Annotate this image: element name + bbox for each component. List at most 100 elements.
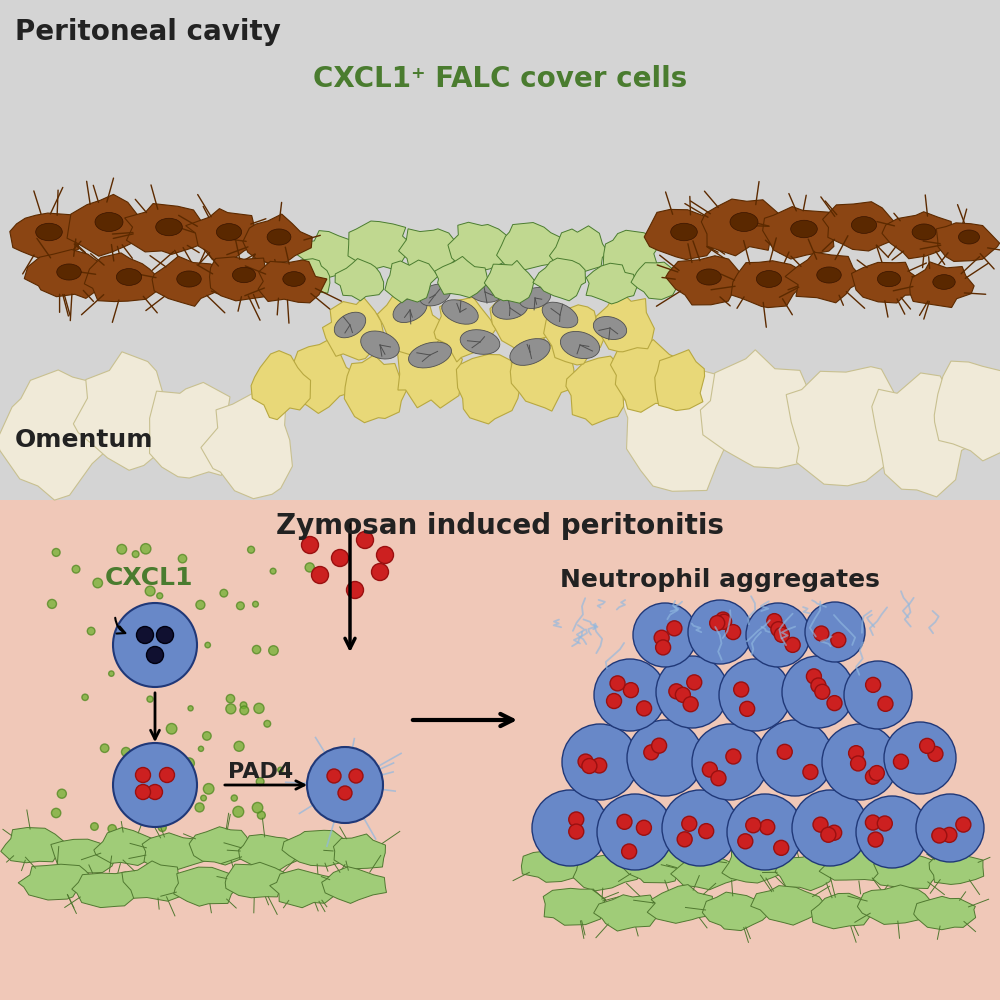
Polygon shape [270,869,337,908]
Circle shape [884,722,956,794]
Ellipse shape [36,223,62,241]
Polygon shape [857,885,933,924]
Circle shape [254,703,264,713]
Circle shape [332,550,349,566]
Polygon shape [934,361,1000,461]
Circle shape [633,603,697,667]
Circle shape [637,701,652,716]
Polygon shape [914,896,976,930]
Circle shape [145,586,155,596]
Circle shape [767,614,782,629]
Ellipse shape [156,218,182,236]
Circle shape [699,824,714,839]
Circle shape [734,682,749,697]
Circle shape [569,824,584,839]
Circle shape [47,599,56,608]
Polygon shape [122,861,190,901]
Polygon shape [786,367,894,486]
Circle shape [627,720,703,796]
Polygon shape [201,394,292,499]
Circle shape [710,616,725,631]
Text: CXCL1: CXCL1 [105,566,194,590]
Polygon shape [785,252,864,303]
Circle shape [338,786,352,800]
Circle shape [920,738,935,753]
Circle shape [52,548,60,556]
Circle shape [785,637,800,652]
Circle shape [171,788,179,796]
Polygon shape [24,250,106,298]
Circle shape [851,756,866,771]
Circle shape [248,546,255,553]
Circle shape [849,746,864,761]
Circle shape [675,687,690,702]
Circle shape [136,794,142,799]
Polygon shape [286,259,330,299]
Circle shape [220,589,228,597]
Circle shape [160,768,175,782]
Circle shape [774,840,789,855]
Ellipse shape [95,213,123,231]
Ellipse shape [958,230,980,244]
Circle shape [726,625,741,640]
Circle shape [205,642,210,648]
Polygon shape [18,864,92,900]
Circle shape [866,677,881,692]
Circle shape [347,582,364,598]
Circle shape [865,769,880,784]
Circle shape [916,794,984,862]
Polygon shape [333,834,385,869]
Circle shape [592,758,607,773]
Polygon shape [284,338,353,413]
Circle shape [148,784,162,800]
Circle shape [746,818,761,833]
Ellipse shape [912,224,936,240]
Polygon shape [751,886,825,925]
Polygon shape [543,888,606,925]
Circle shape [188,706,193,711]
Circle shape [687,675,702,690]
Circle shape [305,563,314,572]
Ellipse shape [177,271,201,287]
Circle shape [240,706,249,715]
Polygon shape [936,223,1000,261]
Polygon shape [186,209,257,262]
Ellipse shape [697,269,721,285]
Circle shape [827,825,842,840]
Circle shape [264,720,271,727]
Circle shape [231,795,237,801]
Polygon shape [566,356,624,425]
Circle shape [136,768,150,782]
Circle shape [942,827,957,842]
Polygon shape [397,333,462,408]
Circle shape [622,844,637,859]
Circle shape [113,603,197,687]
Circle shape [716,612,731,627]
Circle shape [146,647,164,664]
Ellipse shape [409,342,451,368]
Polygon shape [631,262,678,299]
Circle shape [72,565,80,573]
Circle shape [683,697,698,712]
Text: CXCL1⁺ FALC cover cells: CXCL1⁺ FALC cover cells [313,65,687,93]
Circle shape [821,827,836,842]
Polygon shape [297,231,363,278]
Polygon shape [621,844,686,883]
Circle shape [252,645,261,654]
Circle shape [803,765,818,780]
Circle shape [610,676,625,691]
Circle shape [868,832,883,847]
Circle shape [644,745,659,760]
Polygon shape [174,867,237,906]
Polygon shape [882,212,952,259]
Circle shape [158,824,166,831]
Polygon shape [189,827,251,865]
Ellipse shape [510,339,550,365]
Circle shape [327,769,341,783]
Polygon shape [549,226,608,277]
Circle shape [302,536,318,554]
Circle shape [956,817,971,832]
Polygon shape [51,839,118,873]
Polygon shape [125,204,205,254]
Circle shape [726,749,741,764]
